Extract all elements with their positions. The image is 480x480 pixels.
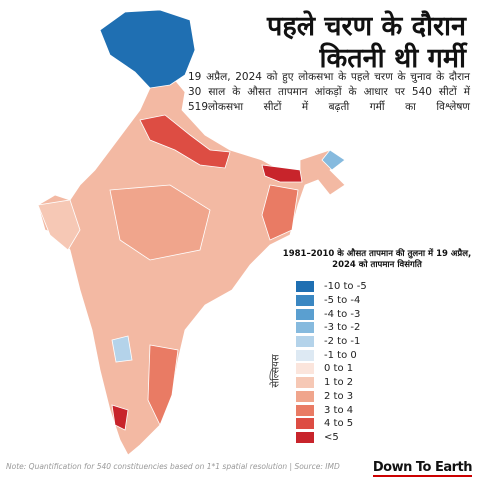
legend-swatch bbox=[296, 390, 314, 402]
legend-item: -3 to -2 bbox=[296, 321, 367, 335]
title-line: कितनी थी गर्मी bbox=[319, 43, 466, 74]
legend-unit: सेल्सियस bbox=[270, 354, 282, 388]
legend-item: -5 to -4 bbox=[296, 294, 367, 308]
hot-region-south bbox=[147, 344, 179, 426]
cool-region-south bbox=[111, 335, 133, 363]
legend-swatch bbox=[296, 404, 314, 416]
legend-swatch bbox=[296, 431, 314, 443]
brand-logo: Down To Earth bbox=[372, 460, 473, 477]
legend-title: 1981–2010 के औसत तापमान की तुलना में 19 … bbox=[282, 249, 472, 270]
legend-item: 1 to 2 bbox=[296, 376, 367, 390]
legend-swatch bbox=[296, 295, 314, 307]
legend-label: 1 to 2 bbox=[324, 377, 354, 389]
legend-item: 3 to 4 bbox=[296, 403, 367, 417]
hot-region-east bbox=[261, 164, 303, 183]
legend-swatch bbox=[296, 363, 314, 375]
legend-item: <5 bbox=[296, 431, 367, 445]
legend-swatch bbox=[296, 308, 314, 320]
legend-item: -2 to -1 bbox=[296, 335, 367, 349]
legend-item: 4 to 5 bbox=[296, 417, 367, 431]
legend-swatch bbox=[296, 418, 314, 430]
legend-item: -4 to -3 bbox=[296, 307, 367, 321]
warm-region-west bbox=[37, 199, 81, 251]
legend-label: 4 to 5 bbox=[324, 418, 354, 430]
map-regions bbox=[37, 9, 346, 456]
hot-region-north bbox=[139, 114, 231, 169]
warm-region-east bbox=[261, 184, 299, 241]
legend-label: -5 to -4 bbox=[324, 295, 361, 307]
legend-item: 2 to 3 bbox=[296, 390, 367, 404]
legend-label: 3 to 4 bbox=[324, 404, 354, 416]
legend-label: -1 to 0 bbox=[324, 349, 357, 361]
legend-swatch bbox=[296, 281, 314, 293]
legend-label: -2 to -1 bbox=[324, 336, 361, 348]
legend-swatch bbox=[296, 322, 314, 334]
legend-label: -3 to -2 bbox=[324, 322, 361, 334]
hot-region-central bbox=[109, 184, 211, 261]
legend-label: 2 to 3 bbox=[324, 390, 354, 402]
legend-swatch bbox=[296, 377, 314, 389]
kashmir-region bbox=[99, 9, 196, 89]
legend: -10 to -5 -5 to -4 -4 to -3 -3 to -2 -2 to -… bbox=[296, 280, 367, 444]
legend-label: 0 to 1 bbox=[324, 363, 354, 375]
legend-item: -10 to -5 bbox=[296, 280, 367, 294]
legend-label: <5 bbox=[324, 431, 339, 443]
footnote: Note: Quantification for 540 constituenc… bbox=[6, 462, 340, 471]
hot-region-kerala bbox=[111, 404, 129, 431]
cool-region-ne bbox=[321, 149, 346, 171]
legend-item: -1 to 0 bbox=[296, 348, 367, 362]
title-line: पहले चरण के दौरान bbox=[267, 11, 466, 42]
description: 19 अप्रैल, 2024 को हुए लोकसभा के पहले चर… bbox=[188, 71, 470, 113]
legend-swatch bbox=[296, 349, 314, 361]
legend-item: 0 to 1 bbox=[296, 362, 367, 376]
legend-swatch bbox=[296, 336, 314, 348]
legend-label: -4 to -3 bbox=[324, 308, 361, 320]
legend-label: -10 to -5 bbox=[324, 281, 367, 293]
